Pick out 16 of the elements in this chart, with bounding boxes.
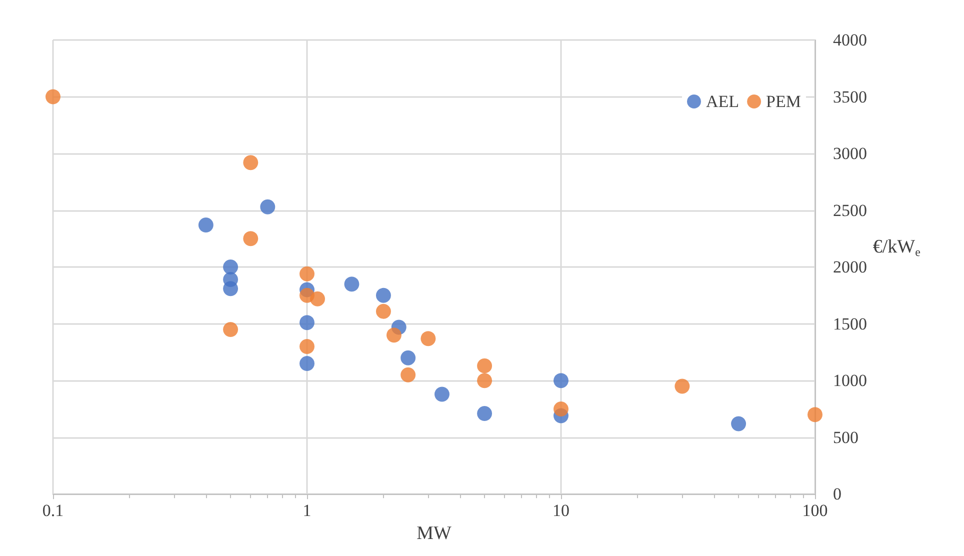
- x-tick-label: 100: [802, 501, 828, 520]
- legend-label: AEL: [706, 92, 740, 111]
- y-tick-label: 3500: [833, 87, 867, 106]
- x-tick-label: 1: [302, 501, 312, 520]
- x-tick-label: 10: [552, 501, 570, 520]
- y-tick-label: 4000: [833, 30, 867, 50]
- y-tick-label: 500: [833, 428, 858, 447]
- y-tick-label: 2000: [833, 258, 867, 277]
- y-tick-label: 1000: [833, 371, 867, 390]
- y-tick-label: 2500: [833, 200, 867, 220]
- y-tick-label: 1500: [833, 314, 867, 334]
- legend-label: PEM: [766, 92, 802, 111]
- x-tick-label: 0.1: [42, 501, 64, 520]
- y-tick-label: 3000: [833, 144, 867, 164]
- y-tick-label: 0: [833, 484, 842, 504]
- x-axis-title: MW: [416, 523, 452, 544]
